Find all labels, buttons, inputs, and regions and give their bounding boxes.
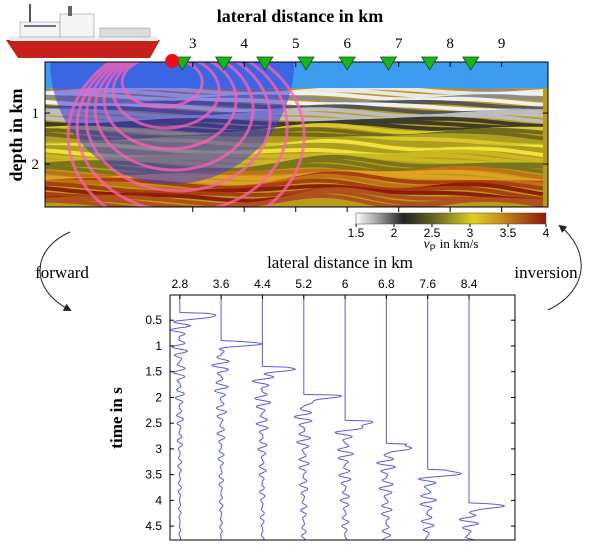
- bottom-x-tick-label: 8.4: [461, 277, 478, 291]
- top-y-label: depth in km: [6, 88, 26, 181]
- wavefront: [120, 62, 204, 109]
- bottom-x-tick-label: 4.4: [254, 277, 271, 291]
- receiver: [214, 56, 233, 71]
- top-x-tick-label: 3: [189, 36, 197, 52]
- bottom-x-tick-label: 2.8: [171, 277, 188, 291]
- seismogram-trace: [211, 295, 264, 540]
- velocity-model: [45, 62, 548, 207]
- bottom-x-tick-label: 6.8: [378, 277, 395, 291]
- colorbar-tick-label: 3.5: [500, 226, 517, 240]
- bottom-y-tick-label: 4.5: [145, 519, 162, 533]
- wavefront: [84, 62, 272, 193]
- bottom-x-tick-label: 6: [342, 277, 349, 291]
- bottom-x-label: lateral distance in km: [267, 253, 413, 272]
- top-x-label: lateral distance in km: [217, 6, 384, 26]
- top-x-tick-label: 9: [498, 36, 506, 52]
- receiver: [297, 56, 315, 71]
- bottom-y-tick-label: 4: [155, 493, 162, 507]
- ship-icon: [6, 4, 160, 58]
- receiver: [338, 56, 356, 71]
- source: [165, 54, 180, 68]
- forward-arrow: [39, 231, 72, 311]
- bottom-x-tick-label: 5.2: [295, 277, 312, 291]
- bottom-y-tick-label: 0.5: [145, 313, 162, 327]
- model-frame: [44, 61, 549, 208]
- seismogram-trace: [170, 295, 217, 540]
- wavefront: [93, 62, 255, 172]
- seismogram-frame: [169, 294, 516, 541]
- receiver: [256, 56, 274, 71]
- top-x-tick-label: 6: [343, 36, 351, 52]
- bottom-y-tick-label: 2.5: [145, 416, 162, 430]
- top-y-tick-label: 1: [32, 106, 40, 122]
- seismogram-trace: [293, 295, 342, 540]
- wavefront-region: [50, 62, 295, 184]
- seismogram-trace: [251, 295, 297, 540]
- receiver: [379, 56, 398, 71]
- bottom-y-tick-label: 2: [155, 390, 162, 404]
- bottom-y-tick-label: 3.5: [145, 468, 162, 482]
- colorbar: [355, 212, 547, 225]
- colorbar-tick-label: 4: [543, 226, 550, 240]
- top-x-tick-label: 5: [292, 36, 300, 52]
- inversion-arrow: [547, 224, 582, 311]
- label-sub: P: [430, 243, 436, 253]
- bottom-y-tick-label: 1: [155, 339, 162, 353]
- seismograms: [170, 295, 506, 540]
- label-v: v: [424, 237, 431, 252]
- top-x-tick-label: 8: [446, 36, 454, 52]
- wavefront: [102, 62, 238, 151]
- seismogram-trace: [375, 295, 413, 540]
- top-x-tick-label: 7: [395, 36, 403, 52]
- bottom-x-tick-label: 3.6: [213, 277, 230, 291]
- bottom-y-label: time in s: [107, 387, 126, 449]
- top-x-tick-label: 4: [240, 36, 248, 52]
- bottom-y-tick-label: 1.5: [145, 365, 162, 379]
- receiver: [420, 56, 439, 71]
- receiver: [462, 56, 480, 71]
- bottom-y-tick-label: 3: [155, 442, 162, 456]
- wavefront: [111, 62, 221, 130]
- seismogram-trace: [458, 295, 506, 540]
- forward-label: forward: [35, 263, 89, 282]
- colorbar-label: vP in km/s: [424, 236, 479, 253]
- top-y-tick-label: 2: [32, 157, 40, 173]
- colorbar-tick-label: 1.5: [348, 226, 365, 240]
- seismogram-trace: [417, 295, 462, 540]
- colorbar-tick-label: 2.5: [424, 226, 441, 240]
- wavefront: [66, 62, 306, 207]
- label-rest: in km/s: [440, 236, 479, 251]
- inversion-label: inversion: [514, 263, 578, 282]
- colorbar-tick-label: 2: [391, 226, 398, 240]
- model-layer: [45, 193, 544, 207]
- bottom-x-tick-label: 7.6: [419, 277, 436, 291]
- colorbar-tick-label: 3: [467, 226, 474, 240]
- seismogram-trace: [334, 295, 374, 540]
- wavefront: [75, 62, 289, 207]
